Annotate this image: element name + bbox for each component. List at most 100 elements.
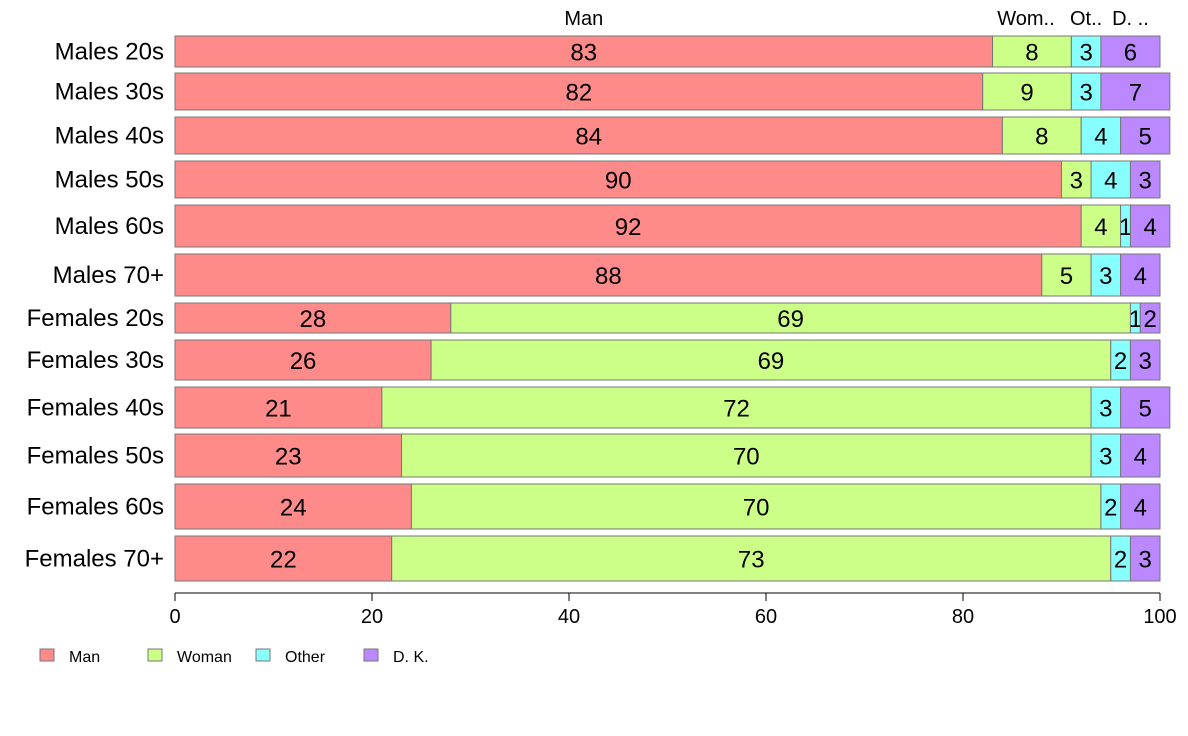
category-label: Males 50s [55, 167, 164, 194]
data-label: 1 [1129, 306, 1142, 333]
bar-segment [1090, 253, 1122, 297]
bar-segment [1120, 386, 1171, 429]
legend-label: Woman [177, 649, 232, 666]
bar-segment [1129, 535, 1161, 582]
data-label: 26 [290, 348, 317, 375]
data-label: 82 [565, 80, 592, 107]
bar-segment [1100, 35, 1161, 68]
x-tick-label: 40 [558, 606, 580, 628]
data-label: 22 [270, 547, 297, 574]
data-label: 5 [1139, 396, 1152, 423]
x-tick-label: 60 [755, 606, 777, 628]
data-label: 88 [595, 263, 622, 290]
data-label: 3 [1079, 80, 1092, 107]
data-label: 1 [1119, 214, 1132, 241]
bar-segment [401, 433, 1092, 478]
data-label: 3 [1099, 263, 1112, 290]
category-label: Males 60s [55, 213, 164, 240]
data-label: 4 [1094, 214, 1107, 241]
bar-segment [1090, 433, 1122, 478]
bar-segment [992, 35, 1072, 68]
data-label: 4 [1104, 168, 1117, 195]
bar-segment [1120, 483, 1161, 530]
x-tick-label: 20 [361, 606, 383, 628]
bar-segment [410, 483, 1102, 530]
data-label: 69 [777, 306, 804, 333]
data-label: 7 [1129, 80, 1142, 107]
data-label: 3 [1099, 396, 1112, 423]
data-label: 3 [1139, 547, 1152, 574]
category-label: Females 70+ [25, 546, 164, 573]
legend-swatch [147, 648, 163, 662]
legend-swatch [39, 648, 55, 662]
data-label: 2 [1104, 495, 1117, 522]
data-label: 3 [1070, 168, 1083, 195]
data-label: 4 [1094, 124, 1107, 151]
data-label: 3 [1139, 348, 1152, 375]
data-label: 24 [280, 495, 307, 522]
category-label: Females 20s [27, 305, 164, 332]
bar-segment [174, 386, 383, 429]
category-label: Males 40s [55, 123, 164, 150]
bar-segment [1061, 160, 1092, 199]
bar-segment [1100, 72, 1171, 111]
data-label: 2 [1114, 547, 1127, 574]
category-label: Females 30s [27, 347, 164, 374]
bar-segment [174, 160, 1062, 199]
legend-label: Man [69, 649, 100, 666]
category-label: Females 40s [27, 395, 164, 422]
bar-segment [1139, 302, 1161, 334]
bar-segment [381, 386, 1092, 429]
bar-segment [174, 302, 452, 334]
bar-segment [174, 535, 393, 582]
column-label: Man [564, 8, 603, 30]
bar-segment [174, 204, 1082, 248]
bar-segment [1001, 116, 1082, 155]
category-label: Males 70+ [53, 262, 164, 289]
category-label: Males 30s [55, 79, 164, 106]
legend-swatch [255, 648, 271, 662]
category-label: Males 20s [55, 39, 164, 66]
bar-segment [1120, 433, 1161, 478]
data-label: 21 [265, 396, 292, 423]
bar-segment [174, 72, 984, 111]
data-label: 92 [615, 214, 642, 241]
data-label: 4 [1143, 214, 1156, 241]
bar-segment [1070, 35, 1102, 68]
data-label: 72 [723, 396, 750, 423]
category-label: Females 60s [27, 494, 164, 521]
bar-segment [174, 253, 1043, 297]
column-label: Ot.. [1070, 8, 1102, 30]
data-label: 84 [575, 124, 602, 151]
bar-segment [1120, 116, 1171, 155]
data-label: 90 [605, 168, 632, 195]
data-label: 69 [758, 348, 785, 375]
data-label: 9 [1020, 80, 1033, 107]
data-label: 3 [1099, 444, 1112, 471]
bar-segment [174, 483, 412, 530]
data-label: 2 [1143, 306, 1156, 333]
data-label: 6 [1124, 40, 1137, 67]
data-label: 8 [1025, 40, 1038, 67]
legend-label: D. K. [393, 649, 429, 666]
data-label: 4 [1134, 263, 1147, 290]
data-label: 4 [1134, 444, 1147, 471]
data-label: 2 [1114, 348, 1127, 375]
bar-segment [1120, 253, 1161, 297]
bar-segment [982, 72, 1072, 111]
data-label: 28 [300, 306, 327, 333]
x-tick-label: 80 [952, 606, 974, 628]
data-label: 3 [1079, 40, 1092, 67]
column-label: Wom.. [997, 8, 1054, 30]
bar-segment [430, 339, 1112, 381]
bar-segment [174, 433, 403, 478]
data-label: 3 [1139, 168, 1152, 195]
data-label: 70 [733, 444, 760, 471]
bar-segment [174, 339, 432, 381]
bar-segment [1129, 204, 1171, 248]
data-label: 5 [1139, 124, 1152, 151]
bar-segment [1129, 160, 1161, 199]
data-label: 5 [1060, 263, 1073, 290]
bar-segment [1070, 72, 1102, 111]
